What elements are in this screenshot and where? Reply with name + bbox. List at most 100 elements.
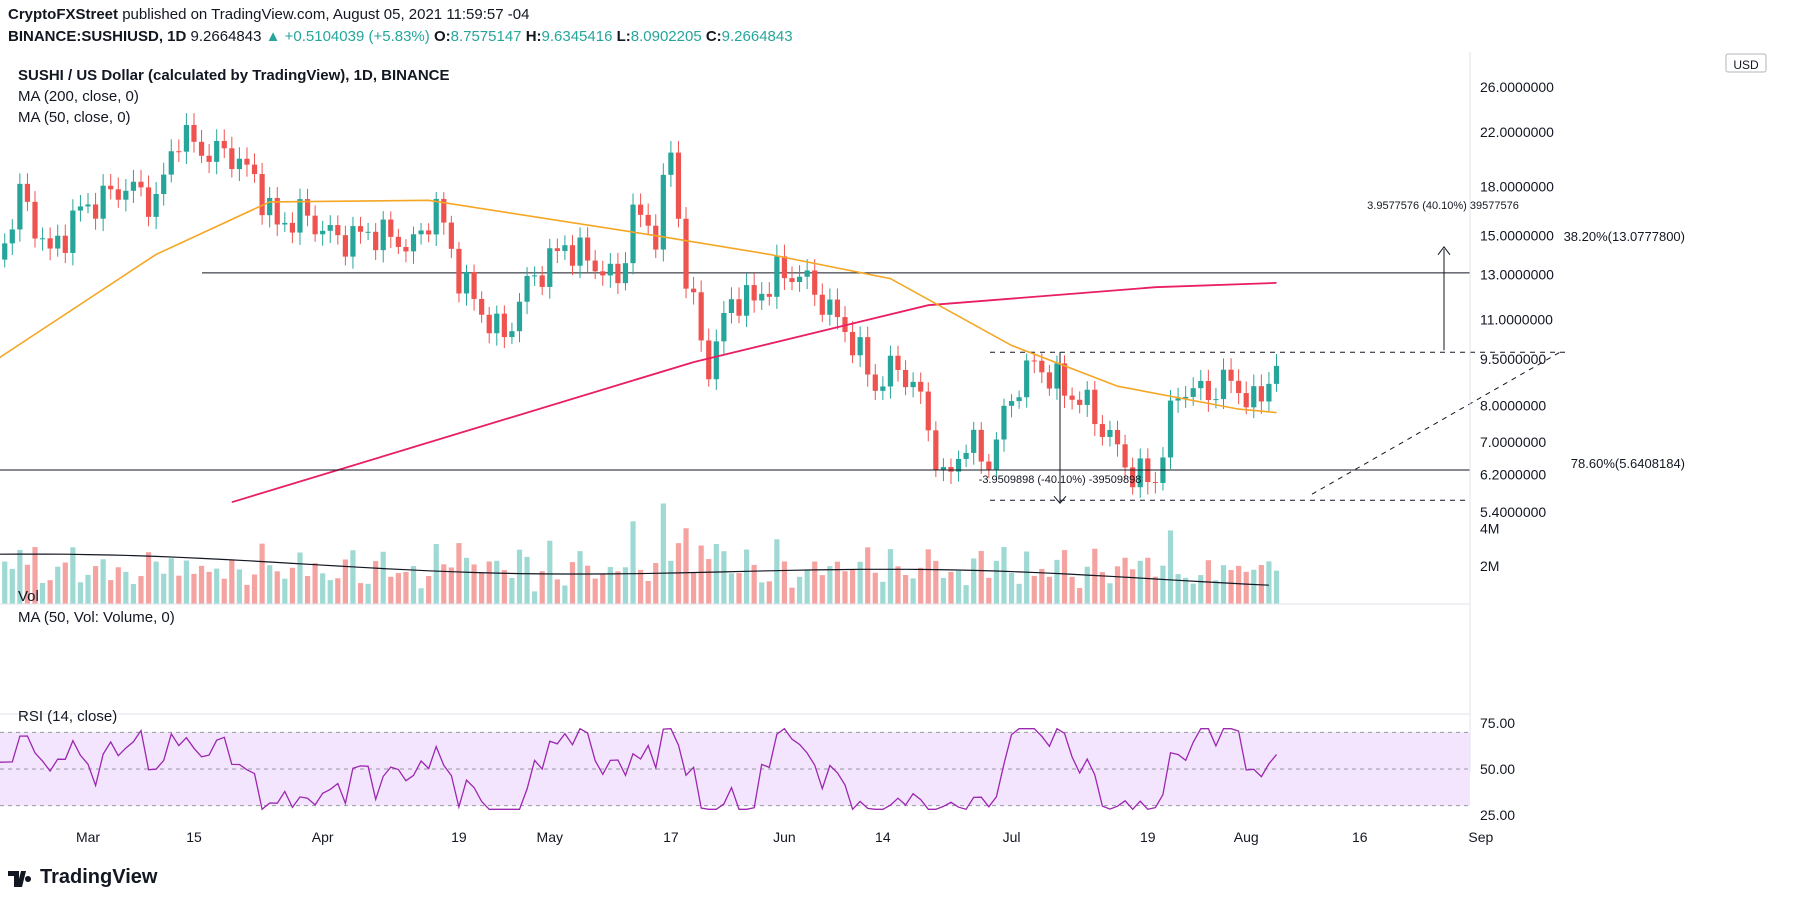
candle-body	[1175, 398, 1181, 401]
ma200-legend[interactable]: MA (200, close, 0)	[18, 88, 139, 105]
close-label: C:	[705, 28, 722, 45]
publish-info: CryptoFXStreet published on TradingView.…	[8, 6, 529, 23]
volume-bar	[1236, 565, 1242, 604]
candle-body	[282, 222, 288, 225]
candle-body	[1054, 363, 1060, 389]
candle-body	[244, 158, 250, 165]
volume-bar	[24, 564, 31, 604]
tradingview-logo[interactable]: TradingView	[8, 866, 157, 889]
y-tick-label: 13.0000000	[1480, 266, 1554, 282]
vol-ma-legend[interactable]: MA (50, Vol: Volume, 0)	[18, 609, 175, 626]
candle-body	[1258, 386, 1264, 402]
x-tick-label: Jun	[773, 829, 796, 845]
tradingview-logo-icon	[8, 870, 34, 887]
main-legend: SUSHI / US Dollar (calculated by Trading…	[18, 65, 449, 128]
volume-bar	[940, 577, 947, 604]
vol-legend[interactable]: Vol	[18, 588, 39, 605]
candle-body	[327, 225, 333, 231]
moving-averages	[0, 199, 1277, 504]
publisher-name[interactable]: CryptoFXStreet	[8, 6, 119, 23]
currency-badge[interactable]: USD	[1733, 58, 1759, 72]
candle-body	[645, 214, 651, 226]
candle-body	[569, 245, 576, 266]
candle-body	[1031, 360, 1037, 362]
volume-bar	[410, 566, 417, 604]
volume-bar	[1160, 565, 1166, 604]
candle-body	[418, 230, 424, 235]
volume-bar	[1016, 583, 1022, 604]
candle-body	[880, 386, 886, 391]
volume-bar	[395, 573, 401, 604]
candle-body	[312, 215, 318, 235]
price-chart[interactable]: 26.0000000 22.0000000 18.0000000 15.0000000…	[0, 52, 1805, 902]
volume-bar	[198, 565, 205, 604]
volume-bar	[675, 543, 682, 604]
volume-legend: Vol MA (50, Vol: Volume, 0)	[18, 586, 175, 628]
candle-body	[948, 467, 954, 472]
volume-bar	[516, 549, 523, 604]
volume-bar	[691, 572, 697, 604]
volume-bar	[191, 573, 197, 604]
candle-body	[895, 355, 901, 370]
volume-bar	[963, 585, 969, 604]
candle-body	[388, 219, 394, 237]
volume-bar	[910, 578, 916, 604]
volume-bar	[796, 576, 803, 604]
volume-bar	[214, 568, 220, 604]
candle-body	[743, 285, 750, 316]
rsi-legend[interactable]: RSI (14, close)	[18, 708, 118, 725]
volume-bar	[638, 569, 644, 604]
ma200-line	[231, 282, 1277, 504]
volume-bar	[463, 557, 470, 604]
x-tick-label: 16	[1352, 829, 1368, 845]
candle-body	[145, 187, 152, 217]
candle-body	[1107, 429, 1113, 437]
candle-body	[812, 270, 818, 295]
candle-body	[963, 452, 969, 459]
volume-bars	[0, 503, 1280, 604]
volume-bar	[645, 580, 651, 604]
volume-bar	[2, 561, 8, 604]
volume-bar	[1099, 572, 1105, 604]
candle-body	[1205, 380, 1211, 401]
volume-bar	[827, 566, 833, 604]
candle-body	[539, 275, 545, 287]
candle-body	[925, 391, 931, 431]
rsi-tick-label: 50.00	[1480, 761, 1515, 777]
volume-bar	[9, 568, 15, 604]
volume-bar	[77, 582, 84, 604]
volume-bar	[1167, 530, 1174, 604]
candle-body	[675, 152, 682, 219]
volume-bar	[153, 561, 159, 604]
y-tick-label: 15.0000000	[1480, 228, 1554, 244]
candle-body	[585, 237, 591, 261]
volume-bar	[471, 564, 477, 604]
candle-body	[85, 204, 91, 207]
candle-body	[1266, 383, 1272, 402]
volume-bar	[600, 573, 606, 604]
volume-bar	[895, 566, 901, 604]
ma50-legend[interactable]: MA (50, close, 0)	[18, 109, 131, 126]
candle-body	[592, 260, 598, 272]
volume-bar	[1092, 548, 1098, 604]
x-tick-label: May	[537, 829, 563, 845]
volume-bar	[766, 581, 772, 604]
candle-body	[32, 201, 38, 239]
candle-body	[77, 206, 84, 211]
volume-bar	[554, 579, 560, 604]
candle-body	[229, 148, 235, 170]
candlesticks	[2, 113, 1280, 498]
y-tick-label: 7.0000000	[1480, 434, 1546, 450]
volume-bar	[274, 571, 280, 604]
volume-bar	[986, 577, 992, 604]
candle-body	[350, 226, 356, 257]
candle-body	[448, 222, 454, 249]
candle-body	[1273, 365, 1280, 384]
candle-body	[955, 458, 962, 472]
x-tick-label: Mar	[76, 829, 100, 845]
volume-bar	[925, 549, 931, 604]
ma50-line	[0, 199, 1277, 414]
candle-body	[1190, 388, 1196, 397]
y-tick-label: 8.0000000	[1480, 398, 1546, 414]
candle-body	[554, 248, 560, 251]
